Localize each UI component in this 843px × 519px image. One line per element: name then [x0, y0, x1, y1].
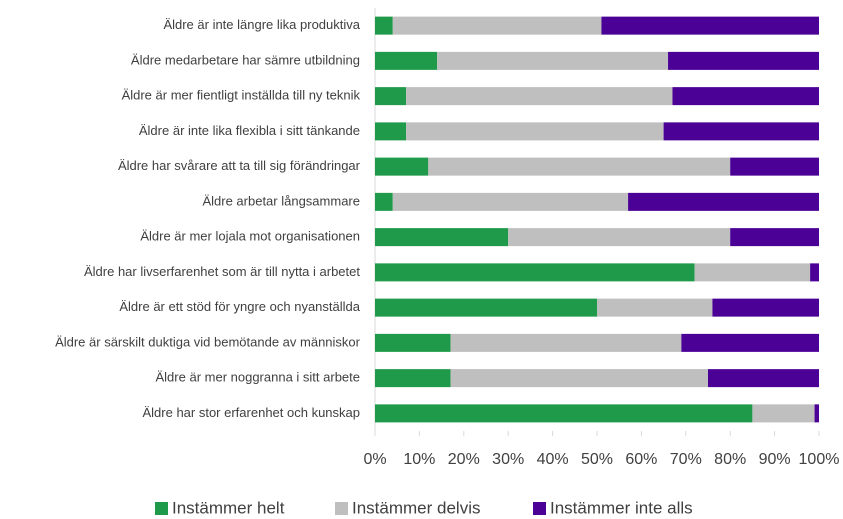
- y-tick-label: Äldre har svårare att ta till sig föränd…: [118, 158, 361, 173]
- x-tick-label: 60%: [625, 451, 657, 468]
- y-tick-label: Äldre är särskilt duktiga vid bemötande …: [55, 334, 361, 349]
- legend-swatch: [155, 502, 168, 515]
- bar-segment: [375, 122, 407, 141]
- y-tick-label: Äldre medarbetare har sämre utbildning: [131, 52, 360, 67]
- bar-segment: [730, 157, 819, 176]
- bar-segment: [694, 263, 811, 282]
- x-tick-label: 30%: [492, 451, 524, 468]
- bar-segment: [375, 157, 429, 176]
- y-tick-label: Äldre är mer lojala mot organisationen: [140, 229, 360, 244]
- legend-label: Instämmer delvis: [352, 498, 480, 517]
- bar-segment: [712, 298, 819, 317]
- x-tick-label: 80%: [714, 451, 746, 468]
- bar-segment: [375, 404, 753, 423]
- x-tick-label: 90%: [759, 451, 791, 468]
- bar-segment: [508, 228, 731, 247]
- bar-segment: [375, 192, 393, 211]
- bar-segment: [708, 369, 819, 388]
- x-tick-label: 0%: [363, 451, 386, 468]
- bar-segment: [752, 404, 815, 423]
- bar-segment: [628, 192, 819, 211]
- bar-segment: [375, 16, 393, 35]
- bar-segment: [450, 333, 682, 352]
- x-tick-label: 40%: [537, 451, 569, 468]
- y-tick-label: Äldre är inte lika flexibla i sitt tänka…: [139, 123, 360, 138]
- bar-segment: [406, 87, 673, 106]
- bar-segment: [375, 369, 451, 388]
- x-tick-label: 20%: [448, 451, 480, 468]
- bar-segment: [375, 228, 509, 247]
- bar-segment: [375, 333, 451, 352]
- y-tick-label: Äldre arbetar långsammare: [202, 193, 360, 208]
- x-tick-label: 70%: [670, 451, 702, 468]
- bar-segment: [730, 228, 819, 247]
- bar-segment: [428, 157, 731, 176]
- y-tick-label: Äldre har stor erfarenhet och kunskap: [142, 405, 360, 420]
- bar-segment: [437, 51, 669, 70]
- bar-segment: [672, 87, 819, 106]
- x-tick-label: 10%: [403, 451, 435, 468]
- legend-label: Instämmer helt: [172, 498, 285, 517]
- bar-segment: [810, 263, 819, 282]
- bar-segment: [375, 51, 438, 70]
- bar-segment: [375, 263, 695, 282]
- y-tick-label: Äldre är mer noggranna i sitt arbete: [156, 370, 361, 385]
- bar-segment: [681, 333, 819, 352]
- bar-segment: [663, 122, 819, 141]
- bar-segment: [392, 192, 629, 211]
- y-tick-label: Äldre är inte längre lika produktiva: [163, 17, 360, 32]
- legend-label: Instämmer inte alls: [550, 498, 693, 517]
- bar-segment: [814, 404, 819, 423]
- bar-segment: [450, 369, 708, 388]
- x-tick-label: 50%: [581, 451, 613, 468]
- legend-swatch: [533, 502, 546, 515]
- bar-segment: [375, 298, 597, 317]
- bar-segment: [597, 298, 713, 317]
- bar-segment: [406, 122, 664, 141]
- y-tick-label: Äldre är ett stöd för yngre och nyanstäl…: [119, 299, 360, 314]
- bar-segment: [392, 16, 602, 35]
- bar-segment: [375, 87, 407, 106]
- bar-segment: [668, 51, 819, 70]
- x-tick-label: 100%: [799, 451, 840, 468]
- legend-swatch: [335, 502, 348, 515]
- y-tick-label: Äldre har livserfarenhet som är till nyt…: [84, 264, 360, 279]
- y-tick-label: Äldre är mer fientligt inställda till ny…: [122, 88, 361, 103]
- bar-segment: [601, 16, 819, 35]
